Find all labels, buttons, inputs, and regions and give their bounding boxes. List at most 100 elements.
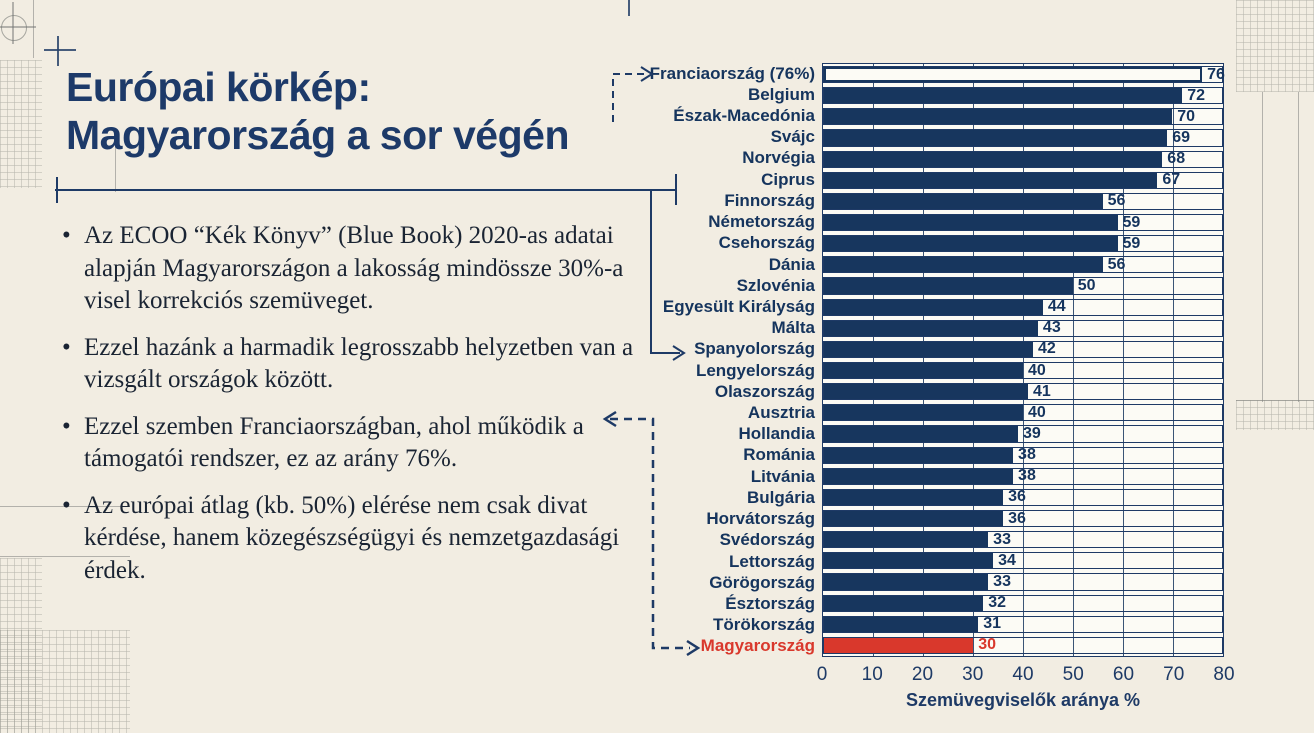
chart-row: 38 (823, 446, 1223, 464)
bar-value-label: 40 (1028, 403, 1046, 421)
country-label: Norvégia (742, 148, 815, 168)
chart-row: 59 (823, 234, 1223, 253)
bar (824, 553, 994, 569)
country-label: Szlovénia (736, 275, 815, 295)
x-tick-label: 50 (1062, 664, 1084, 685)
bar (824, 595, 984, 611)
bar-value-label: 59 (1122, 213, 1141, 231)
chart-row: 38 (823, 467, 1223, 485)
blueprint-line-decoration (115, 140, 116, 192)
country-label: Ausztria (747, 403, 815, 423)
bar (824, 510, 1004, 527)
bar-value-label: 33 (993, 572, 1011, 590)
chart-row: 42 (823, 340, 1223, 358)
gridline (873, 64, 874, 656)
bar-chart-plot-area: 76 72 70 69 68 67 56 59 59 56 50 44 43 4… (822, 63, 1225, 657)
chart-row: 36 (823, 488, 1223, 506)
country-label: Finnország (724, 190, 815, 210)
country-label: Románia (743, 445, 815, 465)
bar-value-label: 41 (1032, 382, 1051, 400)
bullet-item: Ezzel szemben Franciaországban, ahol műk… (60, 411, 640, 476)
bar (824, 236, 1118, 252)
country-label: Dánia (768, 254, 815, 274)
bar (824, 532, 989, 548)
cross-mark-decoration (57, 36, 59, 66)
bar (824, 109, 1173, 125)
chart-row: 72 (823, 87, 1223, 105)
bar (824, 172, 1158, 188)
country-label: Lettország (729, 551, 815, 571)
chart-row: 76 (823, 66, 1225, 84)
chart-row: 36 (823, 509, 1223, 528)
bullet-item: Az európai átlag (kb. 50%) elérése nem c… (60, 490, 640, 588)
grid-patch-decoration (0, 630, 130, 733)
crosshair-vline-decoration (12, 2, 14, 44)
country-label: Horvátország (706, 509, 815, 529)
chart-row: 34 (823, 552, 1223, 570)
chart-row: 44 (823, 298, 1223, 316)
country-label: Bulgária (746, 487, 815, 507)
chart-row: 56 (823, 192, 1223, 210)
bar-value-label: 36 (1008, 509, 1026, 527)
x-tick-label: 70 (1163, 664, 1185, 685)
country-label: Svájc (770, 127, 815, 147)
blueprint-line-decoration (1236, 400, 1314, 401)
page-title-line2: Magyarország a sor végén (66, 111, 569, 158)
bar (824, 278, 1073, 294)
country-label: Görögország (709, 572, 815, 592)
gridline (973, 64, 974, 656)
bar (824, 67, 1203, 83)
country-label: Spanyolország (694, 339, 815, 359)
bar (824, 362, 1023, 379)
country-label: Törökország (712, 615, 815, 635)
bar (824, 468, 1014, 484)
crosshair-hline-decoration (0, 26, 36, 28)
bar (824, 299, 1043, 315)
bar (824, 341, 1033, 357)
country-label: Lengyelország (695, 360, 815, 380)
x-tick-label: 0 (816, 664, 828, 685)
bar-value-label: 32 (988, 594, 1006, 612)
gridline (1073, 64, 1074, 656)
country-label: Olaszország (714, 381, 815, 401)
grid-patch-decoration (1236, 0, 1314, 92)
country-labels-column: Franciaország (76%) Belgium Észak-Macedóni… (598, 63, 815, 657)
cross-mark-decoration (44, 49, 76, 51)
country-label: Észak-Macedónia (673, 106, 815, 126)
chart-row: 32 (823, 594, 1223, 612)
country-label: Svédország (719, 530, 815, 550)
bar-value-label: 39 (1023, 424, 1041, 442)
bar (824, 214, 1118, 231)
bar-value-label: 33 (993, 530, 1011, 548)
top-tick-decoration (628, 0, 630, 16)
blueprint-line-decoration (1298, 92, 1299, 402)
bar (824, 384, 1028, 400)
bar (824, 257, 1103, 273)
chart-row: 33 (823, 572, 1223, 591)
bar-value-label: 59 (1122, 234, 1141, 252)
x-tick-label: 30 (962, 664, 984, 685)
x-axis-title: Szemüvegviselők aránya % (905, 690, 1141, 710)
country-label: Egyesült Királyság (662, 296, 815, 316)
bar (824, 151, 1163, 167)
bar-rows: 76 72 70 69 68 67 56 59 59 56 50 44 43 4… (823, 64, 1225, 656)
country-label: Belgium (747, 84, 815, 104)
grid-patch-decoration (0, 558, 42, 733)
bullet-item: Az ECOO “Kék Könyv” (Blue Book) 2020-as … (60, 220, 640, 318)
margin-line-decoration (33, 0, 34, 58)
gridline (1173, 64, 1174, 656)
bar (824, 574, 989, 590)
summary-bullet-list: Az ECOO “Kék Könyv” (Blue Book) 2020-as … (60, 220, 640, 601)
bar (824, 447, 1014, 463)
chart-row: 67 (823, 171, 1223, 189)
chart-row: 31 (823, 615, 1223, 633)
bar-value-label: 56 (1107, 255, 1126, 273)
page-title-line1: Európai körkép: (66, 64, 371, 110)
x-tick-label: 10 (861, 664, 883, 685)
bar-value-label: 38 (1018, 467, 1036, 485)
bar-value-label: 40 (1028, 361, 1046, 379)
chart-row: 40 (823, 403, 1223, 422)
country-label: Málta (771, 318, 815, 338)
gridline (923, 64, 924, 656)
